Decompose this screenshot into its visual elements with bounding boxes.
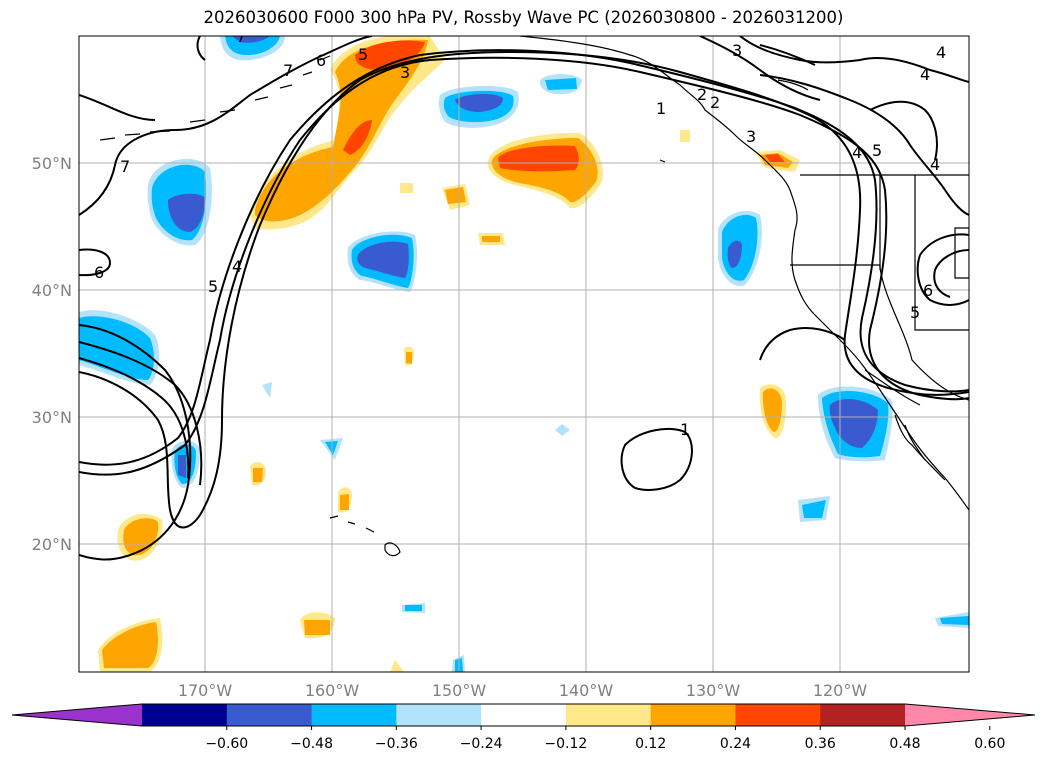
- contour-label: 2: [710, 93, 720, 112]
- colorbar-tick-label: −0.36: [375, 736, 418, 752]
- pc-shading: [79, 36, 969, 672]
- colorbar-tick-label: −0.24: [460, 736, 503, 752]
- colorbar-outline: [11, 703, 1036, 727]
- colorbar-segment: [396, 704, 482, 726]
- longitude-labels: 170°W 160°W 150°W 140°W 130°W 120°W: [178, 681, 868, 700]
- colorbar-segment: [481, 704, 567, 726]
- contour-label: 3: [746, 127, 756, 146]
- contour-labels: 7 6 5 4 3 2 1 1 2 3 4 5 3 4 7 6 5 4 6 5 …: [94, 27, 946, 439]
- contour-label: 2: [697, 85, 707, 104]
- colorbar-segment: [565, 704, 652, 726]
- colorbar-tick-label: 0.60: [974, 736, 1005, 752]
- contour-label: 4: [936, 43, 946, 62]
- contour-label: 7: [120, 157, 130, 176]
- pv-contours: [79, 36, 969, 561]
- contour-label: 4: [852, 143, 862, 162]
- contour-label: 5: [358, 45, 368, 64]
- colorbar-tick-label: 0.48: [889, 736, 920, 752]
- colorbar-extend-high: [905, 704, 1035, 726]
- colorbar-segment: [650, 704, 736, 726]
- contour-label: 4: [920, 65, 930, 84]
- colorbar-segment: [142, 704, 228, 726]
- lon-label: 140°W: [559, 681, 614, 700]
- contour-label: 5: [208, 277, 218, 296]
- lon-label: 160°W: [305, 681, 360, 700]
- lon-label: 170°W: [178, 681, 233, 700]
- map-title: 2026030600 F000 300 hPa PV, Rossby Wave …: [203, 8, 844, 27]
- colorbar-tick-label: −0.48: [290, 736, 333, 752]
- contour-label: 5: [910, 303, 920, 322]
- colorbar-tick-label: −0.12: [544, 736, 587, 752]
- colorbar-segment: [735, 704, 821, 726]
- colorbar-segment: [820, 704, 906, 726]
- lat-label: 40°N: [32, 281, 72, 300]
- colorbar-segment: [226, 704, 313, 726]
- colorbar-tick-label: 0.12: [635, 736, 666, 752]
- colorbar-tick-label: 0.24: [720, 736, 751, 752]
- contour-label: 6: [923, 281, 933, 300]
- colorbar-extend-low: [12, 704, 142, 726]
- lon-label: 120°W: [813, 681, 868, 700]
- colorbar-tick-label: 0.36: [805, 736, 836, 752]
- lat-label: 20°N: [32, 535, 72, 554]
- contour-label: 7: [283, 61, 293, 80]
- contour-label: 4: [930, 155, 940, 174]
- contour-label: 3: [732, 41, 742, 60]
- colorbar: −0.60 −0.48 −0.36 −0.24 −0.12 0.12 0.24 0.36 0.4…: [11, 703, 1036, 752]
- latitude-labels: 50°N 40°N 30°N 20°N: [32, 154, 72, 554]
- contour-label: 7: [236, 27, 246, 46]
- contour-label: 1: [656, 99, 666, 118]
- contour-label: 4: [232, 257, 242, 276]
- colorbar-tick-label: −0.60: [205, 736, 248, 752]
- colorbar-segment: [311, 704, 397, 726]
- map-frame: [78, 35, 970, 673]
- lon-label: 150°W: [432, 681, 487, 700]
- lat-label: 50°N: [32, 154, 72, 173]
- contour-label: 5: [872, 141, 882, 160]
- lat-label: 30°N: [32, 408, 72, 427]
- contour-label: 6: [94, 263, 104, 282]
- contour-label: 1: [680, 420, 690, 439]
- lon-label: 130°W: [686, 681, 741, 700]
- contour-label: 3: [400, 63, 410, 82]
- graticule: [79, 36, 969, 672]
- contour-label: 6: [316, 51, 326, 70]
